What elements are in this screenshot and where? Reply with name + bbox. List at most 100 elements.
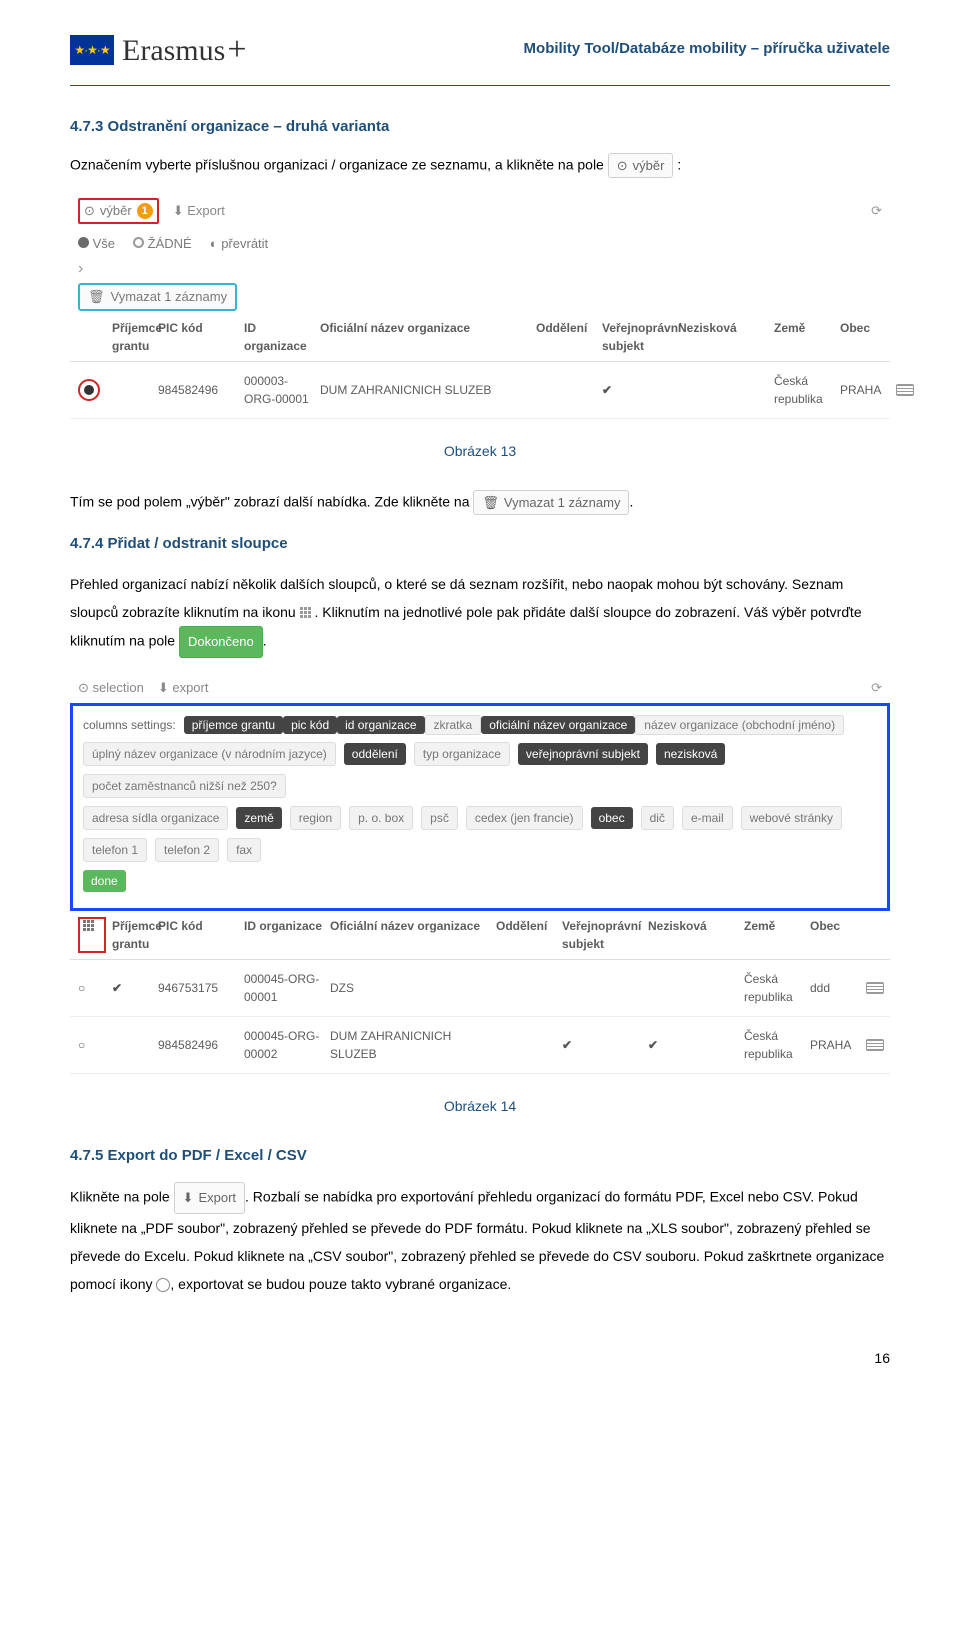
table-row[interactable]: 984582496 000003-ORG-00001 DUM ZAHRANICN… — [70, 362, 890, 419]
shot2-toolbar: ⊙ selection ⬇ export ⟳ — [70, 672, 890, 704]
filter-zadne-label: ŽÁDNÉ — [148, 236, 192, 251]
page-number: 16 — [70, 1348, 890, 1369]
cell-pub: ✔ — [562, 1036, 642, 1054]
col-nz: Nezisková — [678, 319, 768, 355]
table-row[interactable]: ○984582496000045-ORG-00002DUM ZAHRANICNI… — [70, 1017, 890, 1074]
column-chip[interactable]: země — [236, 807, 281, 829]
column-chip[interactable]: úplný název organizace (v národním jazyc… — [83, 742, 336, 766]
colon: : — [677, 156, 681, 172]
column-chip[interactable]: počet zaměstnanců nižší než 250? — [83, 774, 286, 798]
column-chip[interactable]: název organizace (obchodní jméno) — [635, 715, 844, 735]
para-473-1: Označením vyberte příslušnou organizaci … — [70, 153, 890, 179]
column-chip[interactable]: webové stránky — [741, 806, 842, 830]
details-icon[interactable] — [896, 384, 914, 396]
cell-pic: 984582496 — [158, 381, 238, 399]
column-chip[interactable]: typ organizace — [414, 742, 510, 766]
screenshot-13: ⊙ výběr 1 ⬇ Export ⟳ Vše ŽÁDNÉ ◐ převrát… — [70, 192, 890, 419]
cell-city: PRAHA — [810, 1036, 860, 1054]
export-inline-button: ⬇ Export — [174, 1182, 245, 1214]
trash-icon: 🗑 — [482, 493, 499, 513]
column-chip[interactable]: veřejnoprávní subjekt — [518, 743, 648, 765]
export-link[interactable]: ⬇ Export — [173, 201, 225, 221]
column-chip[interactable]: telefon 2 — [155, 838, 219, 862]
shot1-toolbar: ⊙ výběr 1 ⬇ Export ⟳ — [70, 192, 890, 230]
caption-13: Obrázek 13 — [70, 441, 890, 462]
col2-orgid: ID organizace — [244, 917, 324, 953]
flag-icon: ✔ — [112, 979, 152, 997]
done-inline-button: Dokončeno — [179, 626, 263, 658]
cell-orgid: 000045-ORG-00002 — [244, 1027, 324, 1063]
para-474: Přehled organizací nabízí několik dalšíc… — [70, 570, 890, 658]
vymazat-button-highlight[interactable]: 🗑 Vymazat 1 záznamy — [78, 283, 237, 311]
row-select[interactable]: ○ — [78, 1036, 106, 1054]
screenshot-14: ⊙ selection ⬇ export ⟳ columns settings:… — [70, 672, 890, 1075]
download-icon: ⬇ — [173, 203, 184, 218]
column-chip[interactable]: zkratka — [425, 715, 482, 735]
cell-country: Česká republika — [744, 970, 804, 1006]
done-chip[interactable]: done — [83, 870, 126, 892]
col-pub: Veřejnoprávní subjekt — [602, 319, 672, 355]
vymazat-inline-button: 🗑 Vymazat 1 záznamy — [473, 490, 629, 516]
details-icon[interactable] — [866, 982, 884, 994]
cell-country: Česká republika — [774, 372, 834, 408]
col-prijemce: Příjemce grantu — [112, 319, 152, 355]
header-rule — [70, 85, 890, 86]
selection-link[interactable]: ⊙ selection — [78, 678, 144, 698]
chip-row-done: done — [83, 870, 877, 892]
column-chip[interactable]: příjemce grantu — [184, 716, 283, 734]
row-select[interactable]: ○ — [78, 979, 106, 997]
column-chip[interactable]: oficiální název organizace — [481, 716, 635, 734]
grid-icon-highlight[interactable] — [78, 917, 106, 953]
header-title: Mobility Tool/Databáze mobility – příruč… — [524, 38, 890, 61]
selected-radio-highlight[interactable] — [78, 379, 100, 401]
col2-pic: PIC kód — [158, 917, 238, 953]
column-chip[interactable]: cedex (jen francie) — [466, 806, 583, 830]
para-475-c: , exportovat se budou pouze takto vybran… — [170, 1276, 511, 1292]
column-chip[interactable]: region — [290, 806, 341, 830]
export-link-2[interactable]: ⬇ export — [158, 678, 209, 698]
column-chip[interactable]: oddělení — [344, 743, 406, 765]
column-chip[interactable]: nezisková — [656, 743, 725, 765]
vyber-label[interactable]: výběr — [100, 201, 132, 221]
col2-name: Oficiální název organizace — [330, 917, 490, 953]
column-chip[interactable]: fax — [227, 838, 261, 862]
cell-nz: ✔ — [648, 1036, 738, 1054]
filter-vse-label: Vše — [93, 236, 115, 251]
filter-zadne[interactable]: ŽÁDNÉ — [133, 234, 192, 254]
col-name: Oficiální název organizace — [320, 319, 530, 355]
column-chip[interactable]: psč — [421, 806, 458, 830]
cell-orgid: 000003-ORG-00001 — [244, 372, 314, 408]
column-chip[interactable]: pic kód — [283, 716, 337, 734]
column-chip[interactable]: dič — [641, 806, 674, 830]
column-chip[interactable]: adresa sídla organizace — [83, 806, 228, 830]
vymazat-row: 🗑 Vymazat 1 záznamy — [70, 281, 890, 313]
chip-row-3: adresa sídla organizace země region p. o. b… — [83, 806, 877, 862]
selection-label: selection — [93, 680, 144, 695]
column-chip[interactable]: e-mail — [682, 806, 733, 830]
column-chip[interactable]: p. o. box — [349, 806, 413, 830]
vyber-btn-label: výběr — [633, 156, 665, 176]
column-chip[interactable]: id organizace — [337, 716, 424, 734]
heading-473: 4.7.3 Odstranění organizace – druhá vari… — [70, 116, 890, 139]
column-chip[interactable]: telefon 1 — [83, 838, 147, 862]
done-label: Dokončeno — [188, 629, 254, 655]
filter-prevratit[interactable]: ◐ převrátit — [210, 234, 268, 254]
col-pic: PIC kód — [158, 319, 238, 355]
para-475: Klikněte na pole ⬇ Export . Rozbalí se n… — [70, 1182, 890, 1298]
period2: . — [263, 632, 267, 648]
column-chip[interactable]: obec — [591, 807, 633, 829]
cell-city: PRAHA — [840, 381, 890, 399]
filter-vse[interactable]: Vše — [78, 234, 115, 254]
cell-name: DUM ZAHRANICNICH SLUZEB — [330, 1027, 490, 1063]
export-label-2: export — [172, 680, 208, 695]
col-dept: Oddělení — [536, 319, 596, 355]
ring-icon — [133, 237, 144, 248]
cell-name: DUM ZAHRANICNICH SLUZEB — [320, 381, 530, 399]
shot1-filter-row: Vše ŽÁDNÉ ◐ převrátit — [70, 230, 890, 258]
refresh-icon[interactable]: ⟳ — [871, 678, 882, 698]
refresh-icon[interactable]: ⟳ — [871, 201, 882, 221]
cell-pic: 946753175 — [158, 979, 238, 997]
table-row[interactable]: ○✔946753175000045-ORG-00001DZSČeská repu… — [70, 960, 890, 1017]
details-icon[interactable] — [866, 1039, 884, 1051]
vyber-highlight: ⊙ výběr 1 — [78, 198, 159, 224]
